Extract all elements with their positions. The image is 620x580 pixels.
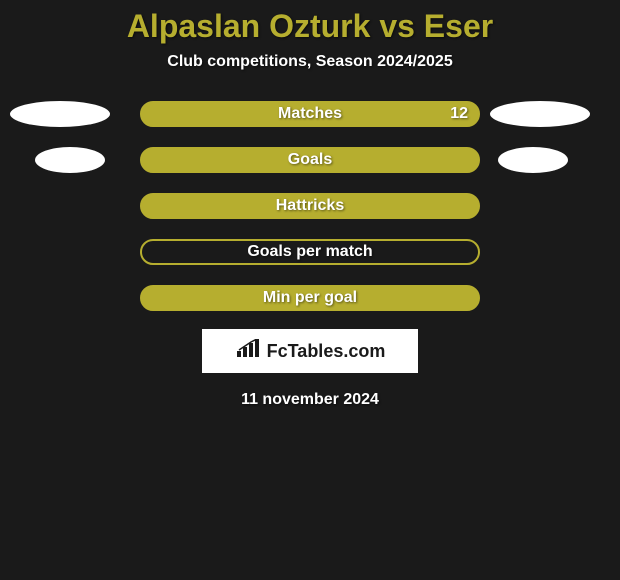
stat-label: Hattricks bbox=[142, 197, 478, 215]
stat-row: Goals bbox=[0, 147, 620, 173]
left-stat-marker bbox=[10, 101, 110, 127]
stat-row: Goals per match bbox=[0, 239, 620, 265]
stat-label: Min per goal bbox=[142, 289, 478, 307]
comparison-title: Alpaslan Ozturk vs Eser bbox=[0, 0, 620, 45]
snapshot-date: 11 november 2024 bbox=[0, 391, 620, 409]
right-stat-marker bbox=[498, 147, 568, 173]
stat-label: Goals per match bbox=[142, 243, 478, 261]
stat-label: Goals bbox=[142, 151, 478, 169]
stat-pill: Goals bbox=[140, 147, 480, 173]
stat-row: Min per goal bbox=[0, 285, 620, 311]
left-stat-marker bbox=[35, 147, 105, 173]
stat-value-right: 12 bbox=[450, 105, 468, 123]
stat-pill: Min per goal bbox=[140, 285, 480, 311]
bars-icon bbox=[235, 339, 263, 364]
stat-row: Matches12 bbox=[0, 101, 620, 127]
stat-pill: Goals per match bbox=[140, 239, 480, 265]
stat-rows: Matches12 Goals Hattricks Goals per match Mi… bbox=[0, 101, 620, 311]
right-stat-marker bbox=[490, 101, 590, 127]
stat-row: Hattricks bbox=[0, 193, 620, 219]
stat-pill: Matches12 bbox=[140, 101, 480, 127]
logo-text: FcTables.com bbox=[267, 341, 386, 362]
fctables-logo: FcTables.com bbox=[202, 329, 418, 373]
stat-pill: Hattricks bbox=[140, 193, 480, 219]
comparison-subtitle: Club competitions, Season 2024/2025 bbox=[0, 53, 620, 71]
stat-label: Matches bbox=[142, 105, 478, 123]
